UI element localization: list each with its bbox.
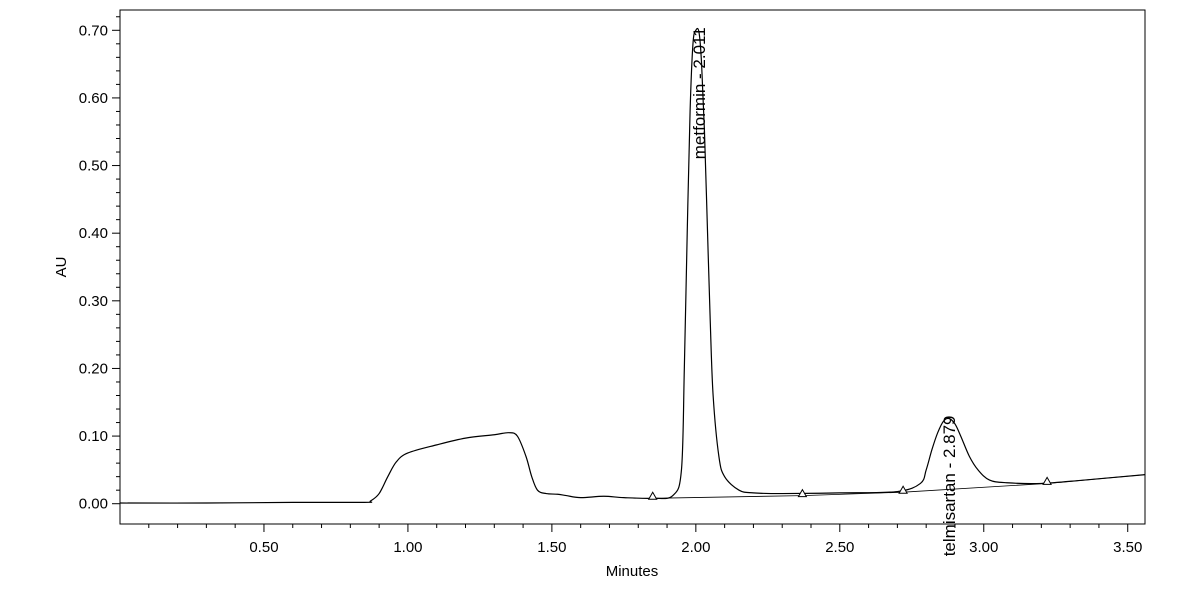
chromatogram-trace [119,27,1146,504]
peak-boundary-marker [797,488,808,498]
x-tick-label: 1.50 [537,539,566,556]
y-tick-label: 0.70 [79,22,108,39]
y-tick-label: 0.00 [79,496,108,513]
peak-label-layer: metformin - 2.011 telmisartan - 2.879 [690,27,959,556]
plot-frame [119,9,1146,525]
x-tick-label: 1.00 [393,539,422,556]
y-tick-label: 0.10 [79,428,108,445]
peak-label: metformin - 2.011 [690,27,709,159]
peak-boundary-marker [1042,476,1052,485]
x-axis: 0.50 1.00 1.50 2.00 2.50 3.00 3.50 [148,524,1142,556]
y-tick-label: 0.60 [79,90,108,107]
y-axis: 0.00 0.10 0.20 0.30 0.40 0.50 0.60 0.70 [79,16,120,513]
x-tick-label: 2.50 [825,539,854,556]
peak-boundary-marker [647,491,658,500]
x-tick-label: 3.50 [1113,539,1142,556]
x-tick-label: 3.00 [969,539,998,556]
y-tick-label: 0.20 [79,360,108,377]
marker-layer [647,476,1052,500]
y-tick-label: 0.50 [79,158,108,175]
baseline-layer [652,474,1146,499]
trace-layer [119,27,1146,504]
y-tick-label: 0.30 [79,293,108,310]
y-axis-title: AU [53,257,70,278]
x-tick-label: 0.50 [249,539,278,556]
x-tick-label: 2.00 [681,539,710,556]
peak-boundary-marker [898,485,908,494]
peak-label: telmisartan - 2.879 [940,416,959,557]
y-tick-label: 0.40 [79,225,108,242]
x-axis-title: Minutes [606,563,659,580]
integration-baseline [652,474,1146,499]
